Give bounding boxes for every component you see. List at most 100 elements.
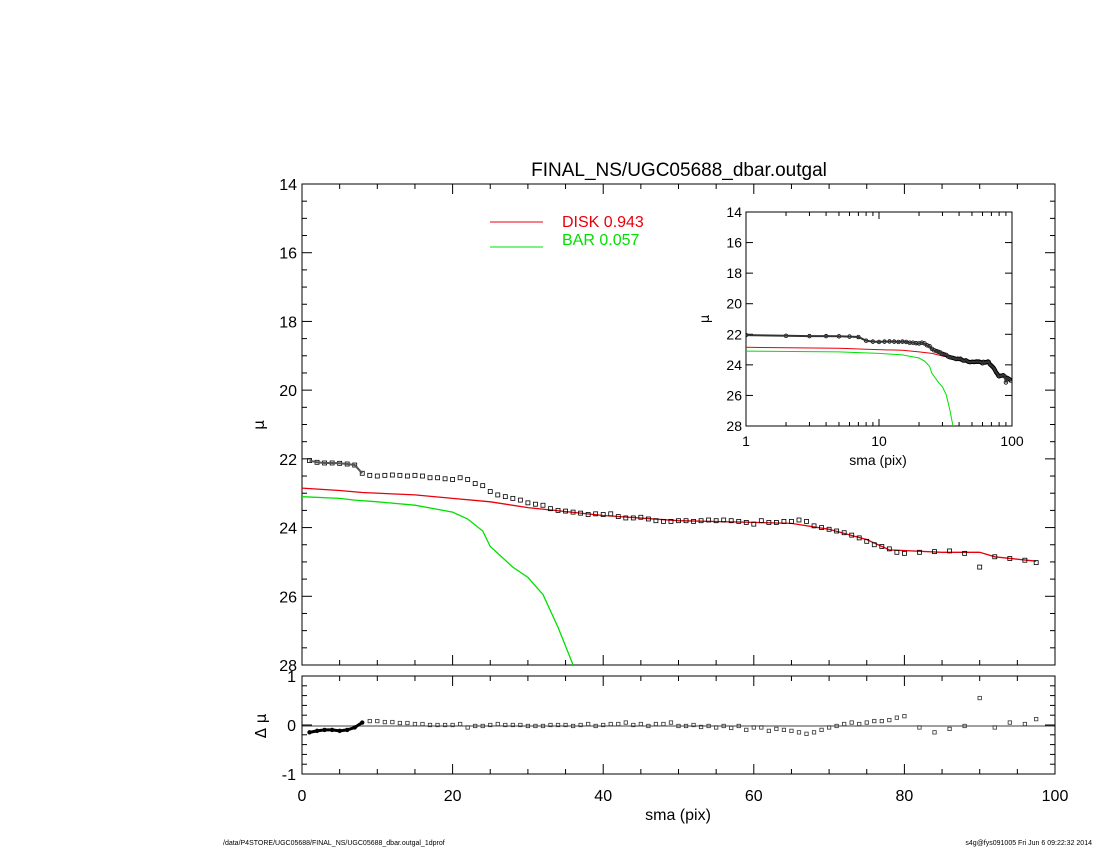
data-point [676, 518, 681, 524]
residual-point [706, 723, 711, 729]
data-point [1033, 560, 1039, 566]
inset-y-tick-label: 24 [726, 357, 742, 373]
residual-point [947, 726, 952, 732]
residual-point [397, 720, 402, 726]
residual-point [834, 723, 839, 729]
inset-y-tick-label: 14 [726, 204, 742, 220]
residual-point [510, 722, 515, 728]
residual-point [774, 726, 779, 732]
legend: DISK 0.943 BAR 0.057 [490, 214, 644, 249]
residual-plot-frame [301, 675, 1056, 775]
data-point [472, 481, 478, 486]
data-point [548, 506, 553, 512]
data-point [811, 523, 817, 529]
data-point [826, 526, 832, 532]
residual-y-axis-label: Δ μ [252, 713, 270, 738]
residual-point [661, 721, 666, 727]
inset-y-tick-label: 28 [726, 418, 742, 434]
residual-point [548, 722, 553, 728]
residual-point [698, 724, 704, 730]
residual-point [917, 725, 922, 730]
data-point [789, 518, 794, 524]
disk-model-line [302, 487, 1037, 562]
residual-point [623, 720, 628, 725]
data-point [902, 550, 907, 556]
residual-point [586, 721, 591, 727]
data-point [894, 549, 900, 555]
residual-point [1022, 721, 1027, 727]
data-point [804, 518, 809, 524]
residual-point [804, 731, 809, 736]
x-tick-label: 80 [896, 788, 914, 805]
data-point [668, 518, 674, 524]
residual-point [412, 721, 418, 727]
data-point [661, 518, 666, 524]
residual-point [781, 727, 787, 733]
data-point [600, 512, 606, 517]
data-point [864, 538, 870, 544]
residual-point [427, 722, 433, 728]
residual-point [721, 723, 726, 729]
legend-disk-label: DISK 0.943 [562, 214, 644, 231]
data-point [435, 475, 440, 481]
inset-y-tick-label: 22 [726, 326, 742, 342]
data-point [683, 518, 689, 524]
data-point [728, 518, 734, 524]
data-point [525, 500, 531, 506]
residual-point [902, 714, 907, 719]
residual-point [480, 723, 485, 729]
residual-point [932, 730, 937, 735]
data-point [932, 549, 937, 555]
residual-point [367, 718, 372, 724]
residual-point [811, 730, 817, 735]
data-point [533, 501, 538, 507]
residual-point [887, 718, 892, 723]
x-tick-label: 0 [298, 788, 307, 805]
residual-point [751, 725, 756, 730]
residual-point [766, 728, 771, 733]
residual-point [458, 721, 463, 727]
data-point [465, 477, 471, 482]
residual-point [375, 718, 380, 724]
data-point [412, 472, 418, 478]
residual-point [465, 725, 470, 730]
data-point [487, 489, 493, 494]
data-point [698, 518, 704, 524]
residual-point [555, 722, 561, 728]
data-point [758, 518, 764, 524]
data-point [871, 542, 877, 548]
residual-point [616, 721, 621, 727]
residual-point [849, 720, 854, 725]
inset-plot-frame [745, 211, 1013, 427]
data-point [1022, 557, 1028, 563]
data-point [374, 473, 380, 479]
data-point [382, 472, 388, 478]
residual-point [390, 719, 395, 725]
data-point [751, 521, 757, 527]
residual-point [540, 723, 546, 729]
residual-point [570, 723, 576, 729]
inset-y-tick-label: 18 [726, 265, 742, 281]
inset-data-points [746, 332, 1012, 385]
data-point [585, 512, 591, 517]
data-point [841, 530, 847, 536]
residual-point [382, 719, 387, 725]
data-point [638, 514, 644, 520]
footer-file-path: /data/P4STORE/UGC05688/FINAL_NS/UGC05688… [223, 840, 445, 847]
data-point [540, 502, 546, 508]
residual-point [646, 723, 651, 729]
data-point [736, 518, 742, 524]
inset-y-ticks: 14 16 18 20 22 24 26 28 [726, 204, 1012, 434]
inset-panel: μ sma (pix) 14 16 18 20 22 24 26 28 1 10 100 [698, 204, 1024, 468]
inset-profile-band [746, 334, 1012, 383]
residual-point [1034, 717, 1039, 722]
chart-title: FINAL_NS/UGC05688_dbar.outgal [531, 160, 827, 181]
main-y-tick-label: 26 [279, 589, 297, 606]
data-point [570, 509, 576, 515]
data-point [367, 472, 373, 478]
data-points [307, 458, 1039, 570]
residual-point [503, 722, 508, 728]
residual-point [495, 721, 500, 727]
data-point [405, 473, 410, 479]
residual-y-tick-label: 1 [287, 669, 296, 686]
